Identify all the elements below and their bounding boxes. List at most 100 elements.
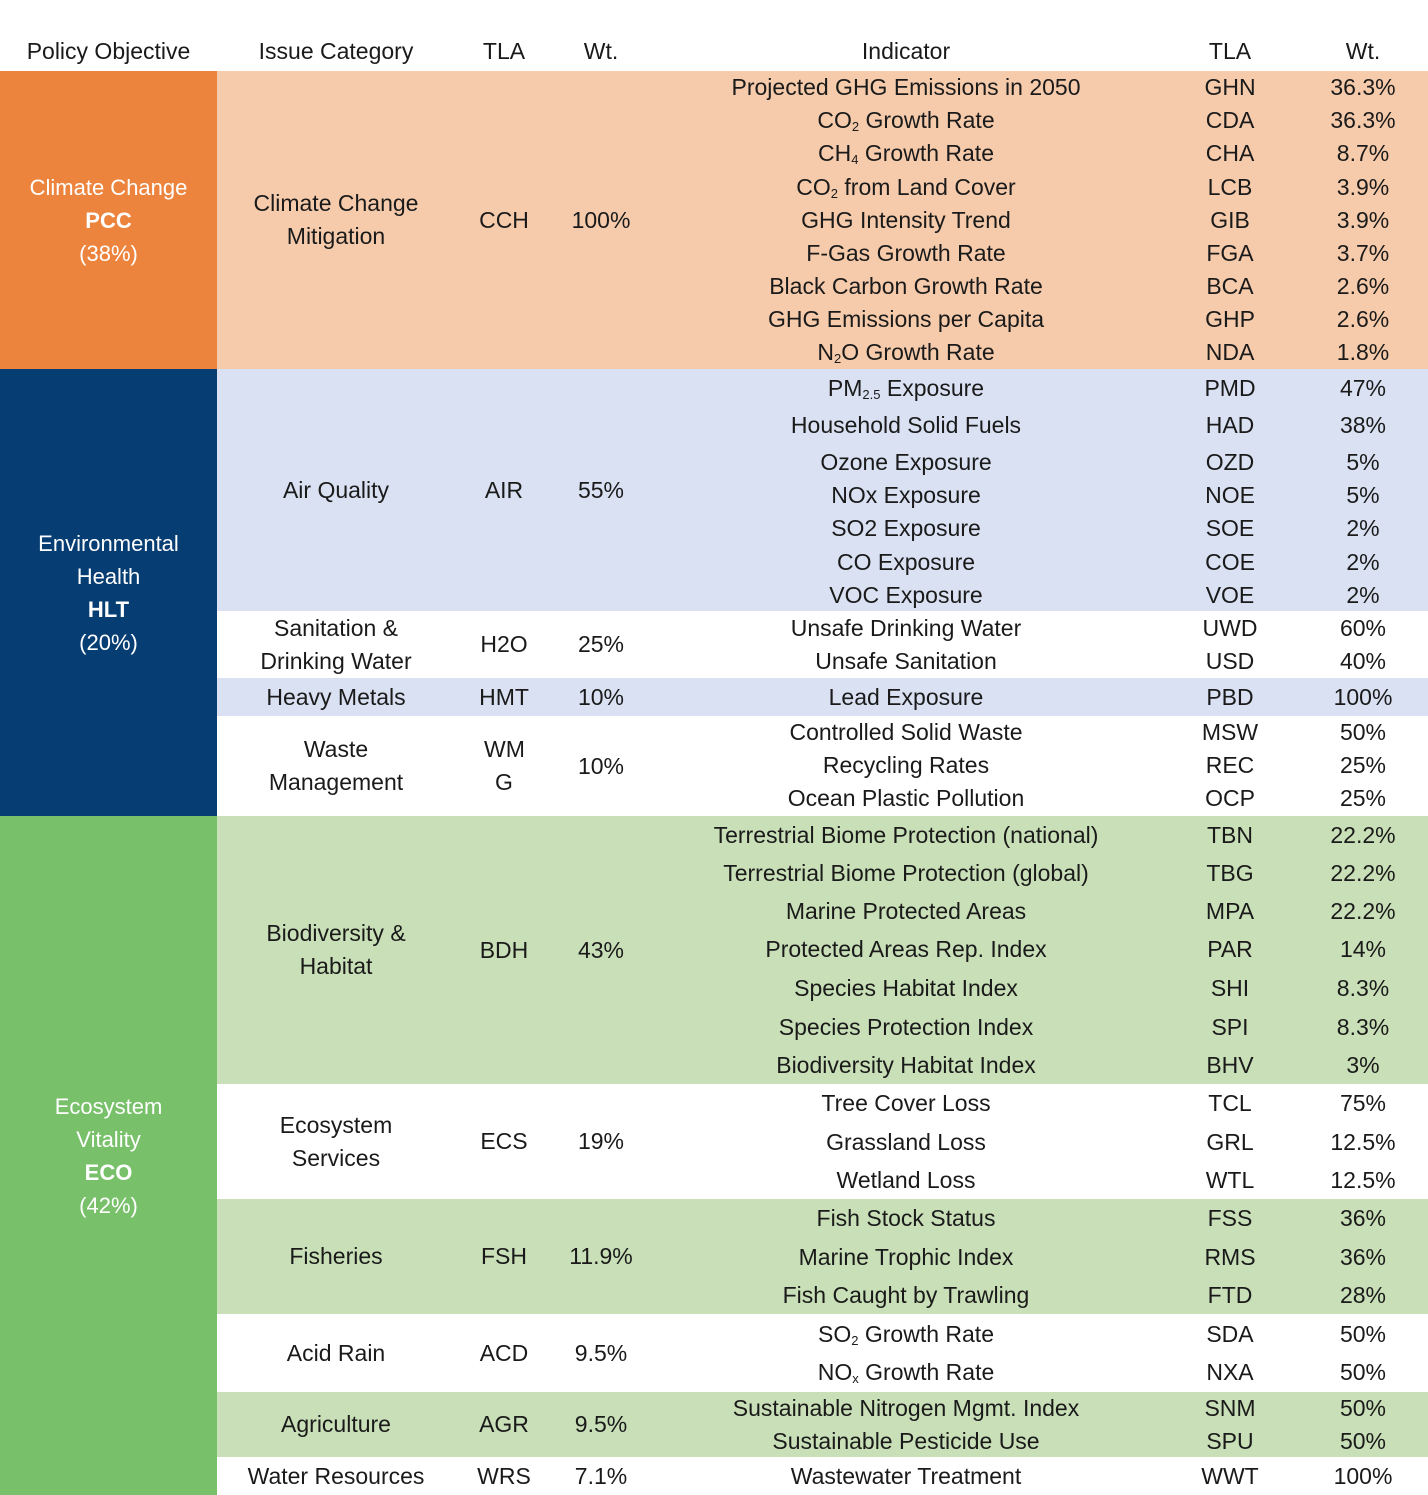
indicator-row: Species Habitat Index SHI 8.3% (650, 971, 1428, 1005)
category-weight: 19% (577, 1128, 625, 1154)
indicator-row: Projected GHG Emissions in 2050 GHN 36.3% (650, 70, 1428, 104)
indicator-row: GHG Intensity Trend GIB 3.9% (650, 203, 1428, 237)
category-weight: 9.5% (574, 1339, 628, 1366)
category-tla: H2O (480, 631, 528, 657)
band-climate-mitigation (217, 71, 1428, 369)
indicator-weight: 47% (1339, 374, 1387, 401)
category-name: Water Resources (247, 1462, 425, 1489)
indicator-row: Lead Exposure PBD 100% (650, 680, 1428, 714)
indicator-weight: 3.9% (1336, 173, 1390, 200)
objective-climate-change: Climate Change PCC (38%) (0, 71, 217, 369)
indicator-name: Black Carbon Growth Rate (769, 272, 1043, 299)
indicator-row: Wetland Loss WTL 12.5% (650, 1163, 1428, 1197)
indicator-weight: 8.3% (1336, 974, 1390, 1001)
indicator-weight: 100% (1333, 1462, 1393, 1489)
band-heavy-metals (217, 678, 1428, 716)
indicator-tla: RMS (1204, 1243, 1256, 1270)
indicator-weight: 2.6% (1336, 272, 1390, 299)
objective-name: Environmental Health (38, 530, 179, 589)
indicator-tla: SPI (1211, 1013, 1249, 1040)
indicator-tla: BCA (1206, 272, 1254, 299)
indicator-row: Unsafe Sanitation USD 40% (650, 644, 1428, 678)
indicator-tla: WTL (1205, 1166, 1255, 1193)
indicator-weight: 38% (1339, 411, 1387, 438)
indicator-name: NOx Growth Rate (817, 1358, 995, 1386)
indicator-name: Lead Exposure (828, 683, 984, 710)
indicator-name: CO2 Growth Rate (817, 106, 995, 134)
indicator-weight: 75% (1339, 1089, 1387, 1116)
objective-weight: (20%) (79, 629, 138, 655)
objective-name: Ecosystem Vitality (54, 1093, 163, 1152)
indicator-tla: PBD (1206, 683, 1254, 710)
indicator-name: F-Gas Growth Rate (806, 239, 1006, 266)
indicator-name: SO2 Exposure (831, 514, 981, 541)
indicator-name: Protected Areas Rep. Index (765, 935, 1047, 962)
category-name: Air Quality (282, 476, 390, 503)
category-tla: WRS (477, 1462, 531, 1489)
category-tla: AIR (484, 476, 524, 503)
indicator-row: Tree Cover Loss TCL 75% (650, 1086, 1428, 1120)
indicator-row: Grassland Loss GRL 12.5% (650, 1125, 1428, 1159)
indicator-weight: 60% (1339, 614, 1387, 641)
indicator-tla: NOE (1205, 481, 1255, 508)
indicator-row: Marine Protected Areas MPA 22.2% (650, 894, 1428, 928)
indicator-row: CH4 Growth Rate CHA 8.7% (650, 136, 1428, 170)
indicator-name: CO2 from Land Cover (796, 173, 1016, 201)
indicator-name: Unsafe Drinking Water (790, 614, 1022, 641)
indicator-name: Sustainable Nitrogen Mgmt. Index (732, 1394, 1080, 1421)
category-name: Agriculture (281, 1411, 391, 1437)
header-indicator: Indicator (861, 38, 951, 64)
indicator-row: CO2 Growth Rate CDA 36.3% (650, 103, 1428, 137)
header-policy-objective: Policy Objective (26, 38, 191, 64)
indicator-row: N2O Growth Rate NDA 1.8% (650, 335, 1428, 369)
indicator-row: PM2.5 Exposure PMD 47% (650, 371, 1428, 405)
header-indicator-weight: Wt. (1345, 38, 1381, 64)
indicator-tla: TBG (1206, 859, 1254, 886)
indicator-row: SO2 Growth Rate SDA 50% (650, 1317, 1428, 1351)
objective-environmental-health: Environmental Health HLT (20%) (0, 369, 217, 816)
indicator-weight: 28% (1339, 1281, 1387, 1308)
category-tla: WM G (484, 736, 525, 795)
indicator-name: Wastewater Treatment (790, 1462, 1022, 1489)
indicator-name: Projected GHG Emissions in 2050 (731, 73, 1081, 100)
category-weight: 43% (577, 936, 625, 963)
indicator-name: Sustainable Pesticide Use (772, 1427, 1040, 1454)
objective-weight: (38%) (79, 240, 138, 266)
category-name: Waste Management (268, 736, 404, 795)
indicator-weight: 36% (1339, 1243, 1387, 1270)
indicator-row: Sustainable Pesticide Use SPU 50% (650, 1424, 1428, 1458)
category-weight: 100% (571, 206, 631, 233)
indicator-row: Terrestrial Biome Protection (global) TBG… (650, 856, 1428, 890)
indicator-name: Controlled Solid Waste (789, 718, 1023, 745)
indicator-weight: 1.8% (1336, 338, 1390, 365)
indicator-tla: WWT (1201, 1462, 1259, 1489)
indicator-weight: 2% (1346, 581, 1380, 608)
indicator-tla: MSW (1201, 718, 1259, 745)
indicator-tla: GIB (1210, 206, 1250, 233)
indicator-weight: 50% (1339, 1358, 1387, 1385)
indicator-name: Household Solid Fuels (790, 411, 1022, 438)
category-name: Sanitation & Drinking Water (260, 614, 412, 674)
objective-weight: (42%) (79, 1192, 138, 1218)
category-weight: 11.9% (569, 1243, 633, 1269)
band-fisheries (217, 1199, 1428, 1314)
indicator-name: Recycling Rates (822, 751, 990, 778)
indicator-weight: 22.2% (1330, 859, 1396, 886)
indicator-tla: TBN (1207, 821, 1253, 848)
header-category-weight: Wt. (583, 38, 619, 64)
category-name: Climate Change Mitigation (253, 190, 419, 249)
indicator-row: CO Exposure COE 2% (650, 545, 1428, 579)
indicator-name: NOx Exposure (831, 481, 981, 508)
indicator-weight: 36.3% (1330, 73, 1396, 100)
indicator-row: NOx Growth Rate NXA 50% (650, 1355, 1428, 1389)
indicator-tla: USD (1205, 647, 1255, 674)
category-tla: BDH (479, 936, 529, 963)
indicator-row: Household Solid Fuels HAD 38% (650, 408, 1428, 442)
indicator-name: VOC Exposure (829, 581, 983, 608)
indicator-name: CH4 Growth Rate (818, 139, 994, 167)
indicator-row: Recycling Rates REC 25% (650, 748, 1428, 782)
indicator-tla: CHA (1205, 139, 1255, 166)
indicator-row: NOx Exposure NOE 5% (650, 478, 1428, 512)
indicator-weight: 22.2% (1330, 821, 1396, 848)
indicator-tla: GRL (1206, 1128, 1254, 1155)
